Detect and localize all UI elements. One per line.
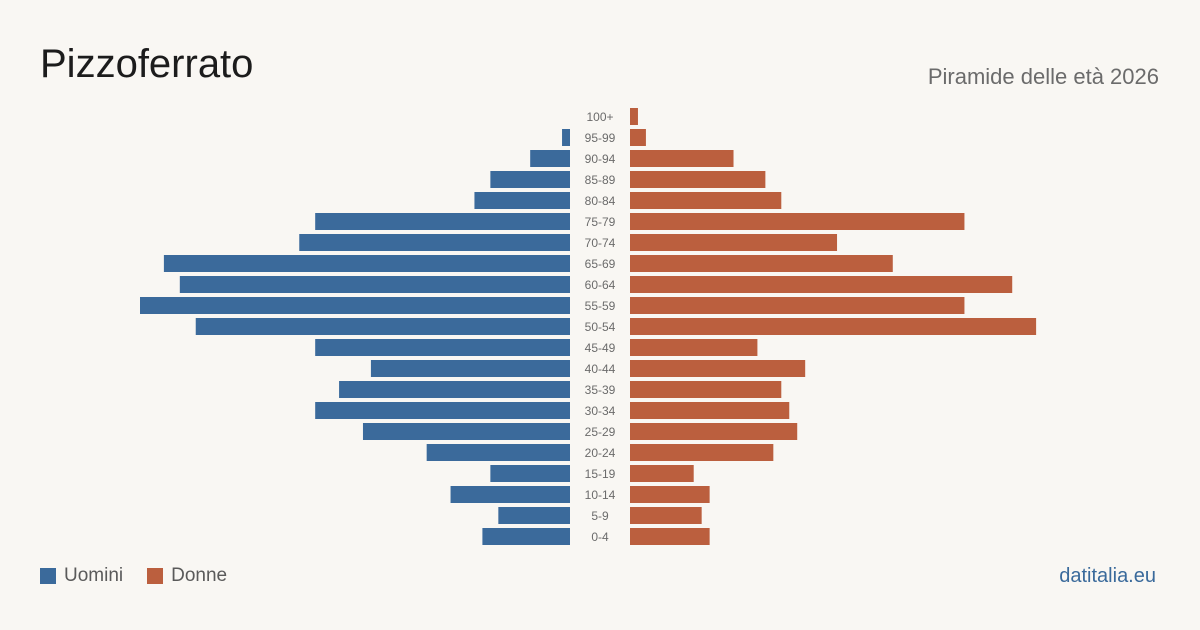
- age-label: 70-74: [585, 236, 616, 250]
- bar-men-60-64: [179, 276, 570, 293]
- chart-subtitle: Piramide delle età 2026: [927, 64, 1159, 89]
- legend: Uomini Donne: [40, 565, 227, 587]
- bar-women-90-94: [630, 150, 734, 167]
- bar-men-25-29: [362, 423, 570, 440]
- bar-women-45-49: [630, 339, 758, 356]
- age-label: 100+: [586, 110, 613, 124]
- age-label: 40-44: [585, 362, 616, 376]
- legend-label-women: Donne: [171, 565, 228, 586]
- bar-men-20-24: [426, 444, 570, 461]
- age-label: 90-94: [585, 152, 616, 166]
- age-label: 35-39: [585, 383, 616, 397]
- age-label: 85-89: [585, 173, 616, 187]
- bar-women-75-79: [630, 213, 965, 230]
- bar-men-30-34: [315, 402, 570, 419]
- age-label: 45-49: [585, 341, 616, 355]
- bar-women-65-69: [630, 255, 893, 272]
- bar-women-80-84: [630, 192, 782, 209]
- bar-men-45-49: [315, 339, 570, 356]
- bar-men-35-39: [339, 381, 570, 398]
- bar-men-55-59: [140, 297, 570, 314]
- bar-women-30-34: [630, 402, 790, 419]
- age-label: 0-4: [591, 530, 609, 544]
- legend-swatch-women: [147, 568, 164, 584]
- age-label: 20-24: [585, 446, 616, 460]
- bar-women-25-29: [630, 423, 798, 440]
- age-label: 5-9: [591, 509, 609, 523]
- bar-men-0-4: [482, 528, 570, 545]
- bar-men-50-54: [195, 318, 571, 335]
- bar-women-95-99: [630, 129, 646, 146]
- bar-men-80-84: [474, 192, 570, 209]
- bar-men-95-99: [562, 129, 570, 146]
- age-label: 50-54: [585, 320, 616, 334]
- bar-men-5-9: [498, 507, 570, 524]
- legend-label-men: Uomini: [64, 565, 124, 586]
- bar-women-70-74: [630, 234, 838, 251]
- bar-women-40-44: [630, 360, 806, 377]
- age-label: 30-34: [585, 404, 616, 418]
- age-label: 75-79: [585, 215, 616, 229]
- bar-women-50-54: [630, 318, 1037, 335]
- bar-women-85-89: [630, 171, 766, 188]
- bar-men-75-79: [315, 213, 570, 230]
- age-label: 10-14: [585, 488, 616, 502]
- bar-women-0-4: [630, 528, 710, 545]
- bar-women-55-59: [630, 297, 965, 314]
- bar-women-10-14: [630, 486, 710, 503]
- legend-item-men: Uomini: [40, 565, 123, 587]
- bar-women-100+: [630, 108, 638, 125]
- bar-women-15-19: [630, 465, 694, 482]
- bar-women-60-64: [630, 276, 1013, 293]
- bar-men-10-14: [450, 486, 570, 503]
- source-link[interactable]: datitalia.eu: [1059, 565, 1156, 587]
- age-label: 55-59: [585, 299, 616, 313]
- bar-women-20-24: [630, 444, 774, 461]
- legend-swatch-men: [40, 568, 56, 584]
- age-label: 15-19: [585, 467, 616, 481]
- bar-women-5-9: [630, 507, 702, 524]
- age-label: 80-84: [585, 194, 616, 208]
- bar-men-65-69: [163, 255, 570, 272]
- bar-men-90-94: [530, 150, 570, 167]
- chart-title: Pizzoferrato: [40, 42, 254, 86]
- bar-men-15-19: [490, 465, 570, 482]
- age-label: 60-64: [585, 278, 616, 292]
- bar-women-35-39: [630, 381, 782, 398]
- age-label: 65-69: [585, 257, 616, 271]
- age-label: 95-99: [585, 131, 616, 145]
- age-label: 25-29: [585, 425, 616, 439]
- bar-men-85-89: [490, 171, 570, 188]
- bar-men-70-74: [299, 234, 570, 251]
- bar-men-40-44: [370, 360, 570, 377]
- legend-item-women: Donne: [147, 565, 227, 587]
